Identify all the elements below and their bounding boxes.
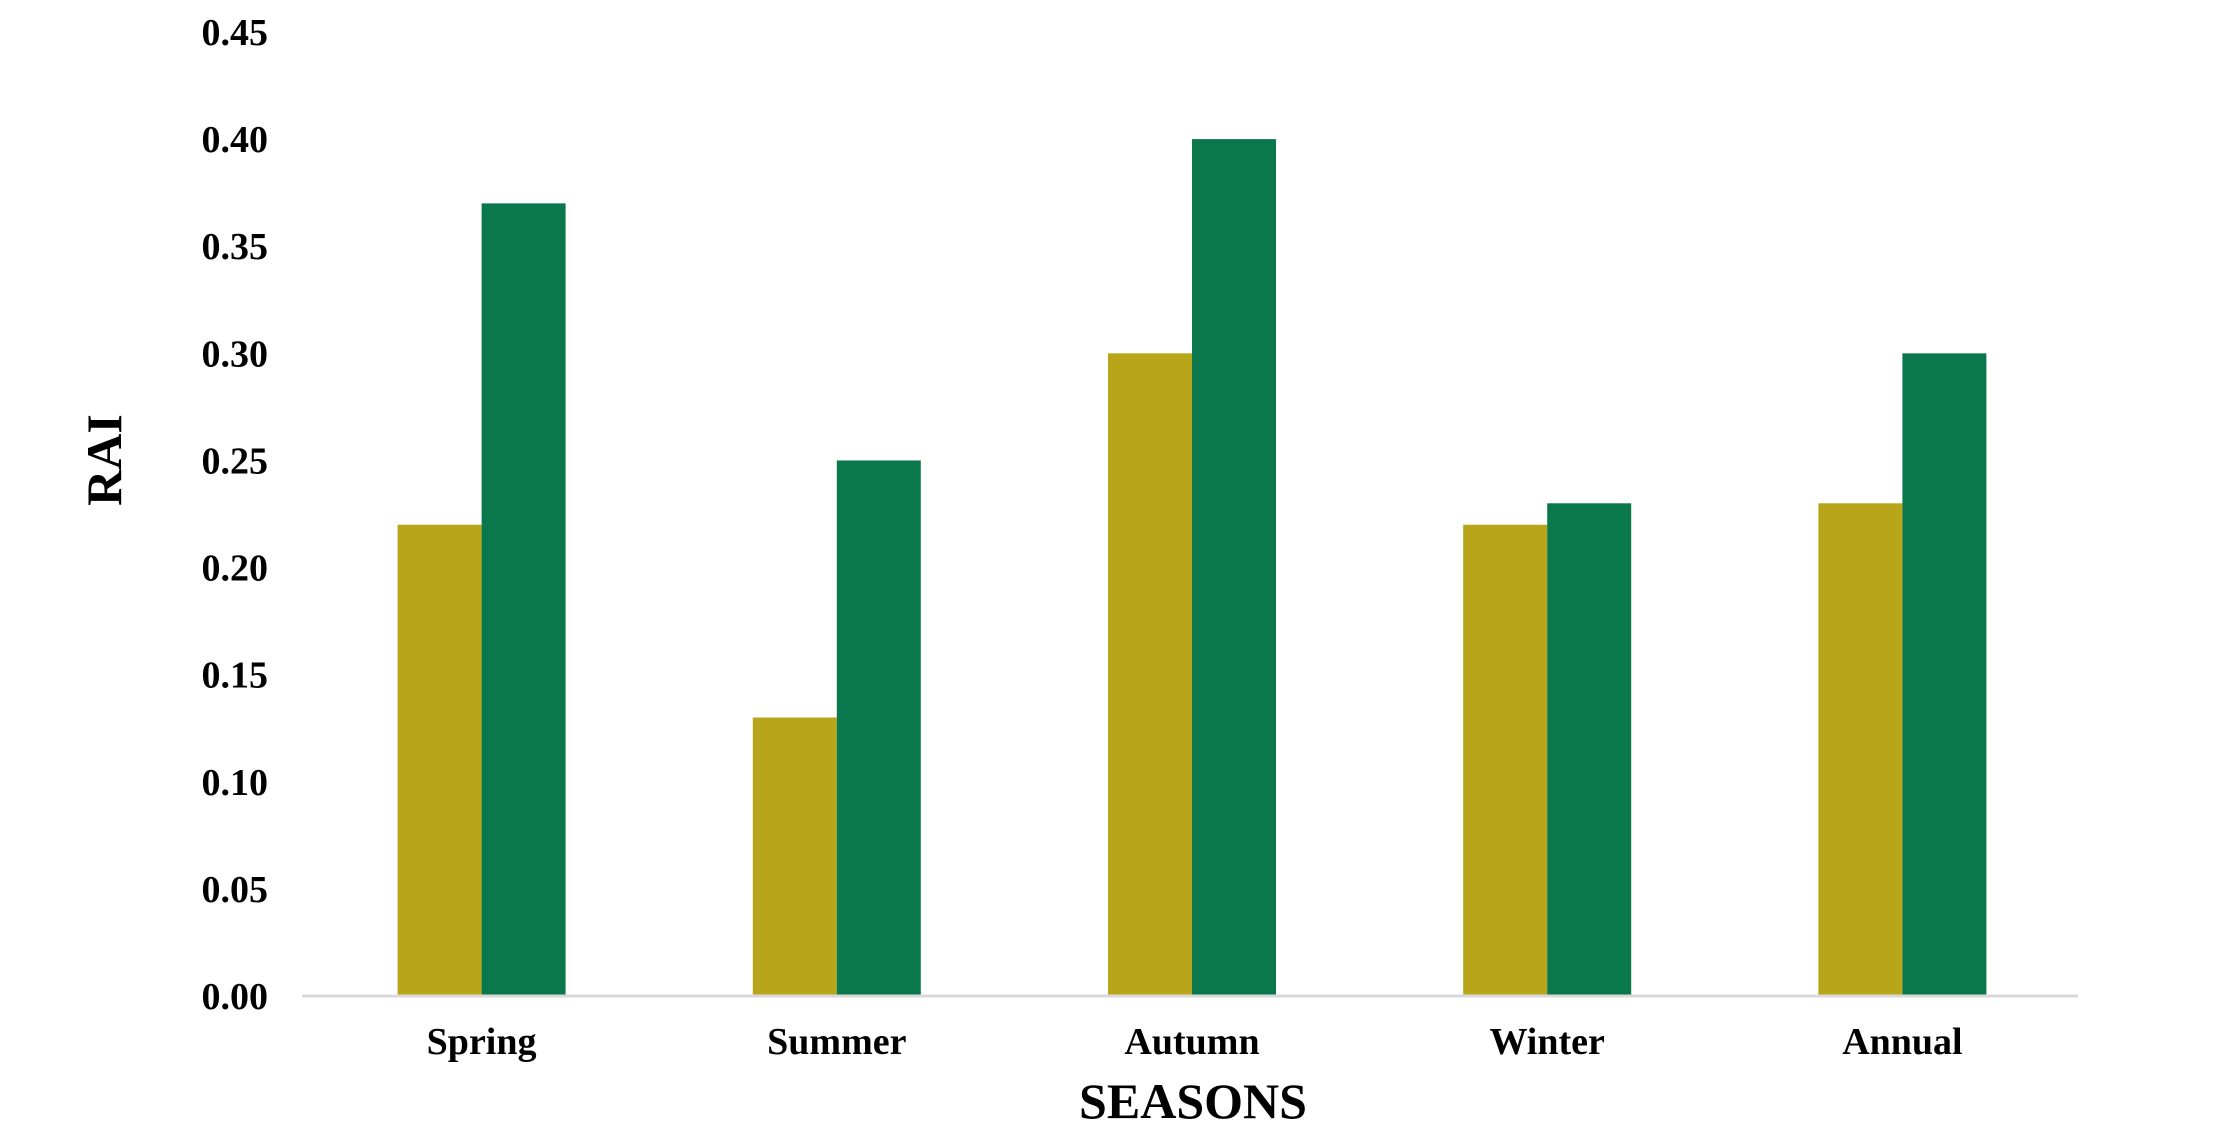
- x-tick-label: Autumn: [1124, 1021, 1259, 1063]
- y-tick-label: 0.35: [202, 226, 269, 268]
- bar-autumn-series-1: [1108, 353, 1192, 996]
- bar-summer-series-1: [752, 717, 837, 996]
- y-tick-label: 0.10: [202, 762, 269, 804]
- bar-spring-series-2: [481, 203, 566, 996]
- bar-annual-series-1: [1818, 503, 1903, 996]
- x-axis-title: SEASONS: [1079, 1073, 1307, 1122]
- y-axis-title: RAI: [76, 414, 132, 506]
- bar-summer-series-2: [836, 460, 921, 996]
- bar-spring-series-1: [397, 524, 482, 996]
- bars: [397, 139, 1987, 997]
- y-tick-label: 0.15: [202, 655, 269, 697]
- y-tick-label: 0.05: [202, 869, 269, 911]
- x-tick-label: Annual: [1842, 1021, 1962, 1063]
- bar-annual-series-2: [1902, 353, 1987, 996]
- bar-winter-series-1: [1463, 524, 1548, 996]
- x-tick-label: Winter: [1489, 1021, 1605, 1063]
- x-tick-label: Summer: [767, 1021, 906, 1063]
- y-tick-label: 0.45: [202, 12, 269, 54]
- y-tick-label: 0.25: [202, 440, 269, 482]
- y-tick-label: 0.00: [202, 976, 269, 1018]
- bar-winter-series-2: [1547, 503, 1632, 996]
- y-axis-ticks: 0.00 0.05 0.10 0.15 0.20 0.25 0.30 0.35 0.40 0.45: [202, 12, 269, 1018]
- y-tick-label: 0.20: [202, 548, 269, 590]
- y-tick-label: 0.30: [202, 333, 269, 375]
- x-tick-label: Spring: [427, 1021, 537, 1063]
- bar-autumn-series-2: [1192, 139, 1276, 997]
- x-axis-ticks: Spring Summer Autumn Winter Annual: [427, 1021, 1963, 1063]
- y-tick-label: 0.40: [202, 119, 269, 161]
